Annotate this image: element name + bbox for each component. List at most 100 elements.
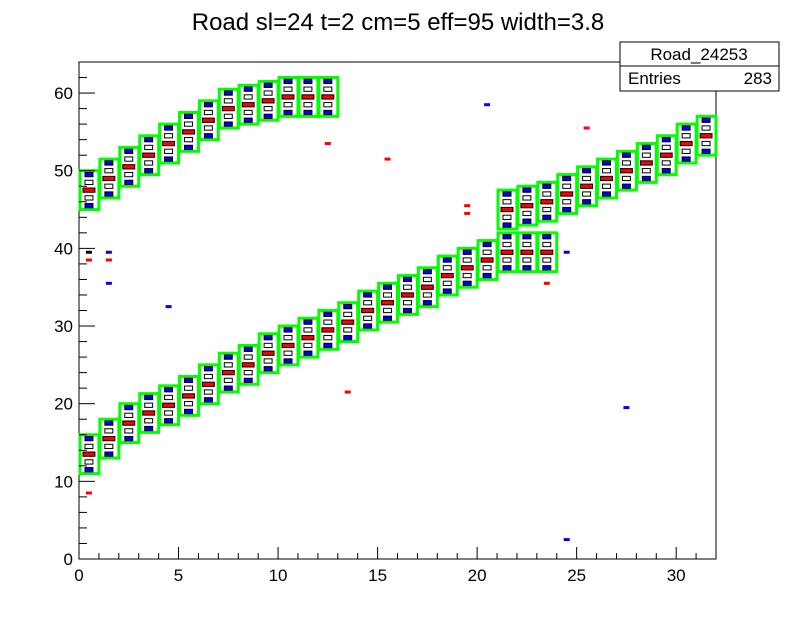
road-hit-cell — [542, 214, 552, 220]
road-hit-cell — [621, 183, 631, 189]
road-hit-cell — [602, 191, 611, 197]
road-hit-cell — [301, 94, 315, 100]
stray-hit — [324, 142, 331, 146]
road-hit-cell — [522, 218, 532, 224]
road-hit-cell — [164, 156, 174, 162]
road-hit-cell — [422, 269, 432, 275]
road-hit-cell — [600, 175, 613, 182]
road-hit-cell — [203, 373, 213, 380]
road-hit-cell — [184, 113, 193, 119]
road-hit-cell — [383, 315, 393, 321]
road-hit-cell — [283, 350, 293, 356]
road-hit-cell — [303, 102, 313, 108]
road-hit-cell — [402, 307, 412, 314]
road-hit-cell — [243, 117, 253, 123]
chart-title: Road sl=24 t=2 cm=5 eff=95 width=3.8 — [192, 9, 605, 36]
stray-hit — [464, 204, 471, 208]
road-hit-cell — [542, 241, 552, 248]
road-hit-cell — [460, 265, 474, 271]
stray-hit — [484, 103, 491, 107]
road-hit-cell — [164, 133, 174, 139]
road-hit-cell — [343, 303, 353, 310]
road-hit-cell — [303, 342, 313, 349]
road-hit-cell — [182, 393, 195, 399]
road-hit-cell — [223, 121, 233, 127]
road-hit-cell — [243, 377, 253, 384]
road-hit-cell — [323, 102, 333, 108]
road-hit-cell — [560, 191, 574, 197]
road-hit-cell — [162, 402, 176, 408]
road-hit-cell — [361, 307, 375, 314]
road-hit-cell — [542, 183, 552, 189]
stats-box: Road_24253 Entries 283 — [619, 41, 780, 92]
road-hit-cell — [261, 98, 275, 104]
road-hit-cell — [323, 86, 333, 92]
road-hit-cell — [184, 137, 193, 143]
stats-box-name: Road_24253 — [650, 45, 747, 64]
road-hit-cell — [500, 249, 514, 255]
y-tick-label: 50 — [54, 162, 73, 181]
stray-hit — [165, 305, 172, 309]
stats-entries-label: Entries — [628, 69, 681, 88]
road-hit-cell — [522, 210, 532, 217]
road-hit-cell — [221, 369, 235, 376]
stray-hit — [543, 281, 550, 285]
road-hit-cell — [283, 109, 293, 116]
road-hit-cell — [243, 346, 253, 352]
road-hit-cell — [203, 133, 213, 139]
road-hit-cell — [104, 428, 114, 434]
road-hit-cell — [164, 148, 174, 154]
road-hit-cell — [619, 168, 633, 174]
road-hit-cell — [542, 206, 552, 213]
x-tick-label: 15 — [368, 566, 387, 585]
road-hit-cell — [283, 102, 293, 108]
road-hit-cell — [420, 284, 434, 290]
road-hit-cell — [582, 168, 592, 174]
road-hit-cell — [223, 385, 233, 391]
stray-hit — [85, 258, 92, 262]
stray-hit — [384, 157, 391, 161]
road-hit-cell — [283, 78, 293, 85]
road-hit-cell — [184, 385, 193, 391]
road-hit-cell — [241, 102, 255, 108]
road-hit-cell — [343, 327, 353, 333]
road-hit-cell — [462, 257, 472, 263]
road-boxes-layer — [78, 76, 718, 476]
road-hit-cell — [701, 148, 711, 154]
road-hit-cell — [383, 292, 393, 298]
road-hit-cell — [104, 168, 114, 174]
road-hit-cell — [144, 168, 154, 174]
road-hit-cell — [201, 117, 215, 123]
road-hit-cell — [582, 175, 592, 182]
road-hit-cell — [221, 105, 235, 112]
road-hit-cell — [164, 394, 174, 401]
road-hit-cell — [422, 276, 432, 283]
road-hit-cell — [84, 179, 94, 186]
x-tick-label: 0 — [74, 566, 83, 585]
road-hit-cell — [263, 358, 273, 364]
road-hit-cell — [363, 323, 373, 329]
road-hit-cell — [701, 140, 711, 147]
stray-hit — [563, 538, 570, 542]
road-hit-cell — [482, 272, 492, 279]
road-hit-cell — [184, 401, 193, 407]
road-hit-cell — [144, 144, 154, 151]
stray-hit — [563, 250, 570, 254]
road-hit-cell — [201, 381, 215, 387]
y-tick-label: 60 — [54, 84, 73, 103]
road-hit-cell — [263, 113, 273, 119]
road-hit-cell — [522, 187, 532, 193]
road-hit-cell — [323, 78, 333, 85]
y-tick-label: 10 — [54, 472, 73, 491]
road-hit-cell — [184, 377, 193, 384]
road-hit-cell — [582, 199, 592, 205]
road-hit-cell — [542, 257, 552, 263]
road-hit-cell — [602, 183, 611, 189]
road-hit-cell — [84, 171, 94, 178]
road-hit-cell — [104, 191, 114, 197]
road-hit-cell — [681, 125, 691, 131]
road-hit-cell — [203, 366, 213, 372]
road-hit-cell — [84, 203, 94, 209]
road-hit-cell — [341, 319, 355, 325]
